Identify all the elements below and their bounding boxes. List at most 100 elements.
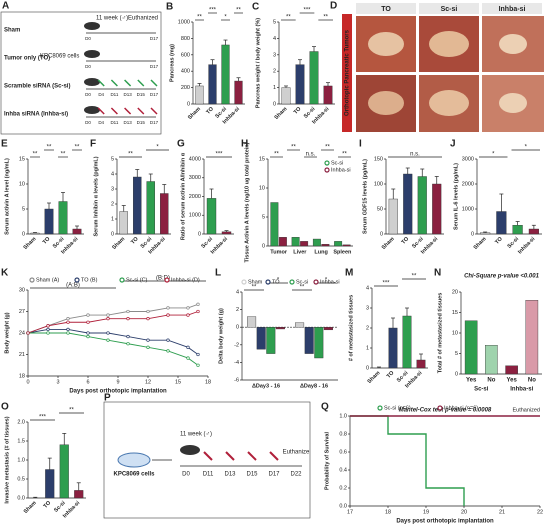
bar bbox=[309, 51, 319, 105]
legend-label: Inhba-si (n=6) bbox=[444, 405, 478, 411]
bar bbox=[323, 327, 333, 331]
y-tick-label: 4 bbox=[366, 285, 369, 291]
mouse bbox=[84, 78, 100, 86]
y-tick-label: 2 bbox=[236, 307, 239, 313]
point bbox=[196, 352, 200, 357]
legend-label: Inhba-si bbox=[320, 279, 340, 285]
y-tick-label: 0.5 bbox=[17, 476, 25, 482]
point bbox=[146, 345, 150, 349]
y-tick-label: 1 bbox=[273, 85, 276, 91]
legend-swatch bbox=[119, 277, 125, 283]
sig-label: ** bbox=[236, 8, 241, 14]
photo-panel bbox=[342, 14, 544, 132]
syringe bbox=[137, 79, 145, 87]
syringe bbox=[110, 107, 118, 115]
bar bbox=[74, 490, 84, 499]
x-tick-label: Sham bbox=[187, 106, 202, 121]
bar bbox=[45, 469, 55, 499]
y-axis-label: Tissue Activin A levels (ng/10 ug total … bbox=[244, 142, 250, 262]
x-tick-label: Sham bbox=[23, 500, 38, 515]
y-tick-label: 1 bbox=[111, 216, 114, 222]
x-tick-label: 0 bbox=[26, 379, 29, 385]
syringe bbox=[247, 451, 257, 461]
sig-label: * bbox=[277, 278, 280, 284]
x-tick-label: Sham bbox=[381, 236, 396, 251]
legend-swatch bbox=[313, 279, 319, 285]
bar bbox=[525, 300, 539, 375]
x-tick-label: 12 bbox=[145, 379, 151, 385]
point bbox=[146, 309, 150, 314]
column-header: TO bbox=[381, 6, 391, 13]
bar bbox=[266, 327, 276, 354]
y-tick-label: 2 bbox=[366, 325, 369, 331]
y-tick-label: 0 bbox=[366, 365, 369, 371]
y-tick-label: 1.0 bbox=[17, 457, 25, 463]
point bbox=[46, 327, 50, 332]
point bbox=[66, 317, 70, 321]
x-tick-label: TO bbox=[42, 236, 52, 246]
y-axis-label: Pancreas weight / body weight (%) bbox=[255, 18, 261, 108]
column-header-bg bbox=[482, 3, 542, 14]
day-label: D17 bbox=[150, 120, 159, 125]
x-tick-label: Inhba-si bbox=[517, 236, 536, 255]
series-line bbox=[350, 415, 465, 506]
bar bbox=[402, 315, 412, 369]
point bbox=[166, 338, 170, 342]
side-label: Orthotopic Pancreatic Tumors bbox=[345, 29, 351, 116]
point bbox=[196, 363, 200, 367]
end-label: Euthanize bbox=[283, 450, 310, 456]
age-label: 11 week (♂) bbox=[180, 432, 212, 438]
y-tick-label: 5 bbox=[262, 214, 265, 220]
sig-label: * bbox=[156, 145, 159, 151]
point bbox=[126, 317, 130, 321]
y-tick-label: 5 bbox=[273, 19, 276, 25]
y-tick-label: 0.8 bbox=[339, 431, 347, 437]
y-tick-label: 27 bbox=[19, 309, 25, 315]
y-axis-label: Body weight (g) bbox=[4, 312, 10, 353]
y-axis-label: Serum activin A level (ng/mL) bbox=[4, 158, 10, 235]
group-label: Sham bbox=[4, 28, 20, 34]
x-tick-label: Inhba-si bbox=[210, 236, 229, 255]
bar bbox=[208, 64, 217, 105]
tissue bbox=[429, 31, 469, 57]
bar bbox=[388, 327, 398, 369]
mouse bbox=[180, 445, 200, 455]
bar bbox=[278, 237, 287, 247]
y-tick-label: 4 bbox=[111, 171, 114, 177]
y-tick-label: 150 bbox=[374, 156, 383, 162]
sig-label: ** bbox=[325, 145, 330, 151]
panel-label: L bbox=[215, 268, 221, 279]
bar bbox=[221, 231, 232, 235]
bar bbox=[275, 327, 285, 330]
y-tick-label: 1000 bbox=[189, 213, 201, 219]
sig-label: n.s. bbox=[410, 152, 420, 158]
legend-swatch bbox=[324, 160, 330, 166]
day-label: D13 bbox=[224, 472, 236, 478]
y-tick-label: 15 bbox=[259, 156, 265, 162]
point bbox=[66, 331, 70, 335]
point bbox=[186, 345, 190, 349]
x-tick-label: ΔDay8 - 16 bbox=[300, 383, 328, 389]
x-tick-label: Sham bbox=[367, 370, 382, 385]
y-tick-label: 4 bbox=[273, 36, 276, 42]
bar bbox=[323, 85, 333, 105]
y-tick-label: 0 bbox=[471, 231, 474, 237]
x-tick-label: Liver bbox=[293, 249, 307, 255]
x-tick-label: Tumor bbox=[270, 249, 288, 255]
y-tick-label: 10 bbox=[452, 330, 458, 336]
x-tick-label: TO bbox=[43, 500, 53, 510]
point bbox=[186, 306, 190, 310]
point bbox=[166, 313, 170, 317]
column-header: Sc-si bbox=[441, 6, 458, 13]
sig-label: *** bbox=[382, 281, 390, 287]
legend-label: Sc-si bbox=[296, 279, 308, 285]
syringe bbox=[124, 79, 132, 87]
x-tick-label: 22 bbox=[537, 509, 543, 515]
sig-label: ** bbox=[252, 285, 257, 291]
column-header-bg bbox=[419, 3, 479, 14]
bar bbox=[256, 327, 266, 350]
panel-frame bbox=[0, 11, 162, 135]
day-label: D17 bbox=[150, 64, 159, 69]
bar bbox=[58, 201, 68, 235]
day-label: D17 bbox=[268, 472, 280, 478]
